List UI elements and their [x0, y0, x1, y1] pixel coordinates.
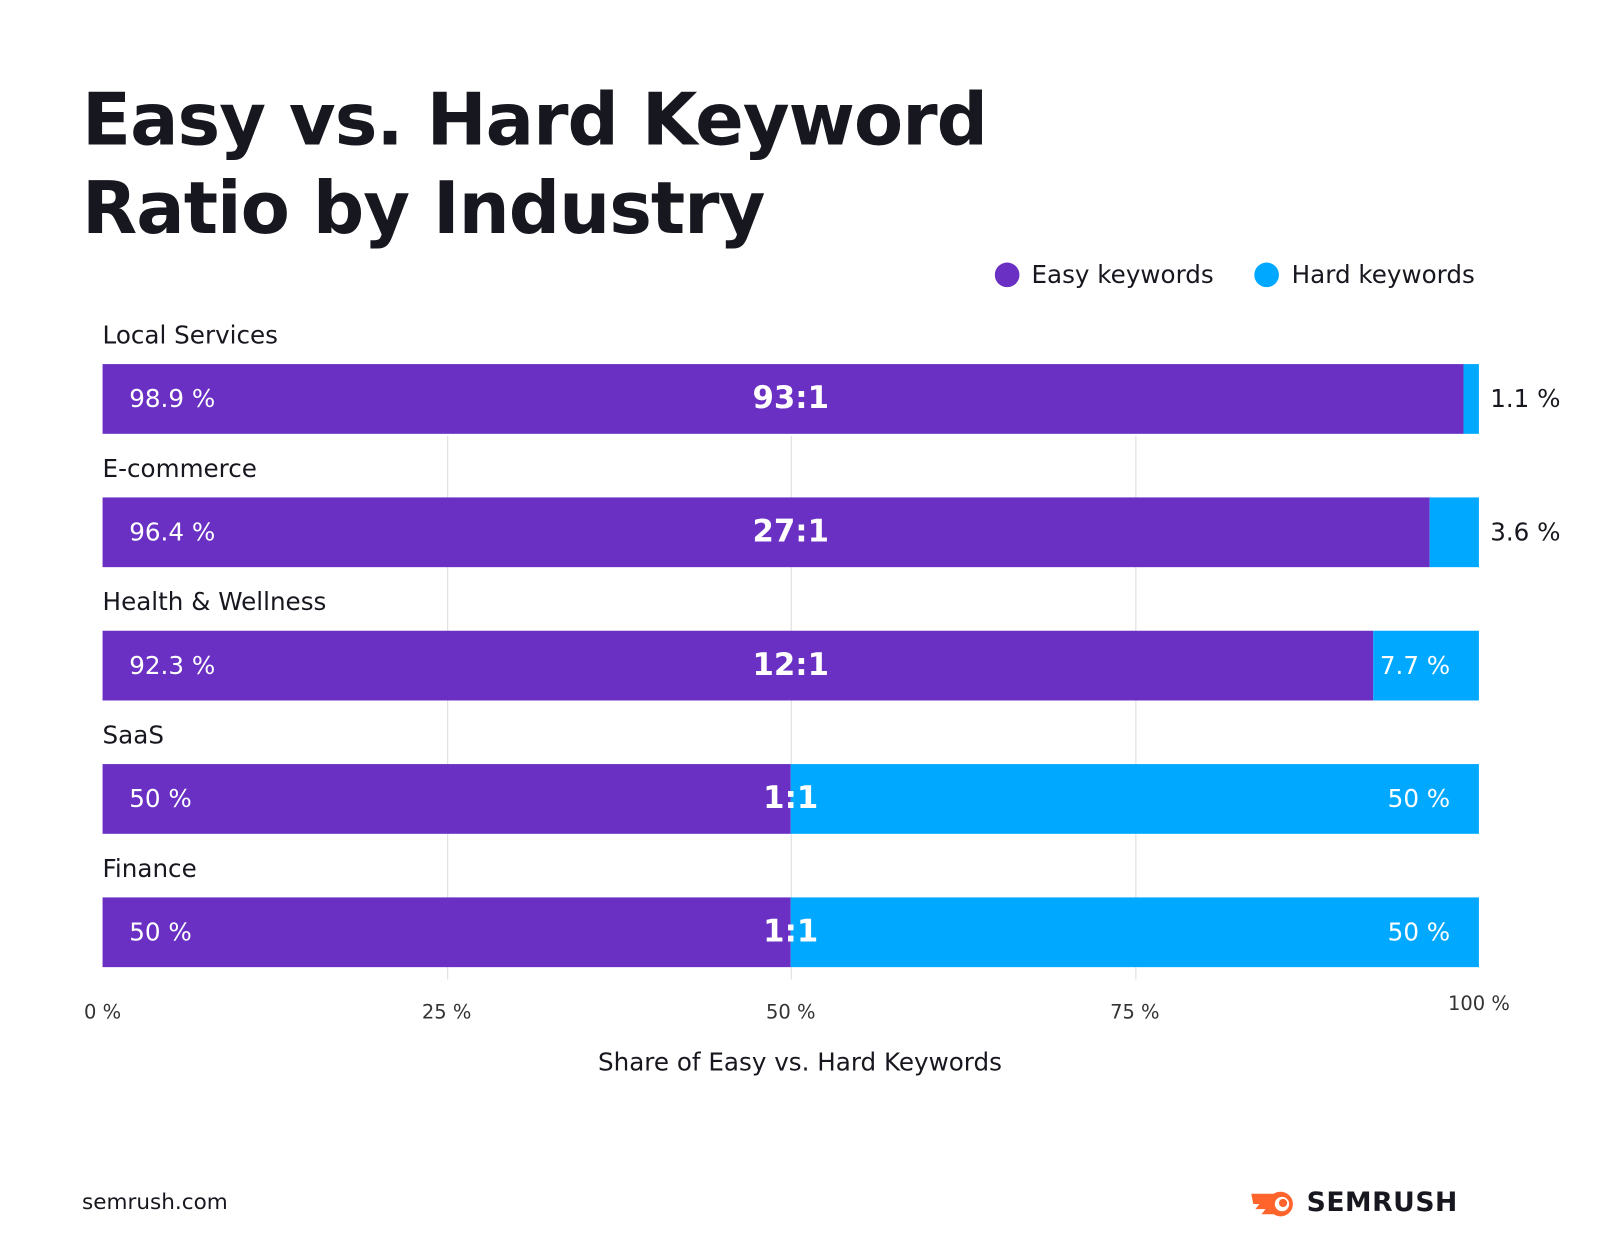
easy-value-label: 98.9 % [129, 384, 216, 414]
gridline [1134, 435, 1136, 980]
category-label: Health & Wellness [102, 587, 327, 617]
source-text: semrush.com [82, 1189, 228, 1215]
bar-segment-easy [102, 897, 791, 968]
hard-value-label: 7.7 % [1379, 651, 1451, 680]
x-tick-label: 25 % [421, 1000, 472, 1024]
stacked-bar [102, 364, 1479, 434]
x-tick-label: 100 % [1447, 992, 1510, 1016]
hard-value-label: 3.6 % [1490, 517, 1561, 547]
bar-segment-hard [1429, 497, 1479, 568]
ratio-label: 1:1 [763, 913, 819, 950]
legend-item-hard: Hard keywords [1254, 260, 1475, 290]
easy-value-label: 50 % [129, 784, 192, 814]
ratio-label: 12:1 [752, 647, 830, 684]
x-tick-label: 75 % [1110, 1000, 1160, 1024]
stacked-bar [102, 764, 1479, 834]
bar-segment-easy [102, 364, 1464, 434]
legend-swatch-easy [994, 262, 1020, 288]
stacked-bar [102, 497, 1479, 568]
gridline [446, 435, 448, 980]
ratio-label: 1:1 [763, 780, 819, 817]
bar-segment-hard [790, 764, 1479, 834]
bar-segment-easy [102, 764, 791, 834]
legend-item-easy: Easy keywords [994, 260, 1214, 290]
x-tick-label: 0 % [84, 1000, 122, 1024]
easy-value-label: 50 % [129, 917, 192, 947]
hard-value-label: 1.1 % [1490, 384, 1561, 414]
legend-label-hard: Hard keywords [1291, 260, 1475, 290]
category-label: Finance [102, 854, 197, 884]
hard-value-label: 50 % [1387, 784, 1451, 814]
chart-title: Easy vs. Hard Keyword Ratio by Industry [82, 77, 988, 251]
stacked-bar [102, 630, 1479, 701]
legend-label-easy: Easy keywords [1031, 260, 1214, 290]
x-tick-label: 50 % [765, 1000, 816, 1024]
ratio-label: 27:1 [752, 513, 830, 550]
bar-segment-easy [102, 630, 1373, 701]
ratio-label: 93:1 [752, 380, 830, 417]
x-axis-label: Share of Easy vs. Hard Keywords [597, 1048, 1002, 1077]
legend-swatch-hard [1254, 262, 1280, 288]
bar-segment-easy [102, 497, 1430, 568]
bar-segment-hard [1372, 630, 1479, 701]
gridline [790, 435, 792, 980]
semrush-flame-icon [1251, 1191, 1293, 1217]
category-label: SaaS [102, 720, 164, 750]
category-label: E-commerce [102, 454, 257, 484]
easy-value-label: 96.4 % [129, 517, 216, 547]
legend: Easy keywords Hard keywords [994, 260, 1475, 290]
category-label: Local Services [102, 321, 278, 350]
semrush-logo: SEMRUSH [1251, 1188, 1458, 1218]
stacked-bar [102, 897, 1479, 968]
easy-value-label: 92.3 % [129, 651, 216, 680]
bar-segment-hard [1463, 364, 1479, 434]
bar-segment-hard [790, 897, 1479, 968]
hard-value-label: 50 % [1387, 917, 1451, 947]
